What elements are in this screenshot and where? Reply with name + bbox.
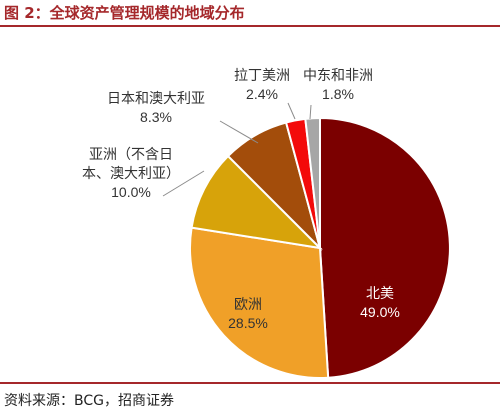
slice-category-label: 中东和非洲	[303, 67, 373, 83]
slice-category-label: 日本和澳大利亚	[107, 90, 205, 106]
pie-slice	[189, 226, 330, 379]
title-rule	[0, 25, 500, 27]
slice-category-label: 欧洲	[234, 296, 262, 312]
slice-value-label: 28.5%	[228, 315, 268, 331]
slice-value-label: 10.0%	[111, 184, 151, 200]
leader-line	[309, 104, 312, 120]
slice-label: 中东和非洲 1.8%	[303, 67, 373, 102]
slice-category-label: 拉丁美洲	[234, 67, 290, 83]
leader-line	[162, 170, 205, 197]
slice-value-label: 8.3%	[140, 109, 172, 125]
slice-value-label: 1.8%	[322, 86, 354, 102]
slice-label: 日本和澳大利亚 8.3%	[107, 90, 205, 125]
figure-title: 图 2：全球资产管理规模的地域分布	[4, 4, 245, 22]
leader-line	[287, 102, 296, 120]
slice-category-label: 亚洲（不含日	[89, 146, 173, 162]
leader-line	[219, 120, 259, 144]
pie-slice	[304, 116, 321, 249]
slice-label: 拉丁美洲 2.4%	[234, 67, 290, 102]
slice-label: 北美 49.0%	[360, 285, 400, 320]
slice-label: 亚洲（不含日本、澳大利亚） 10.0%	[82, 146, 180, 200]
source-note: 资料来源：BCG，招商证券	[4, 393, 174, 409]
slice-value-label: 49.0%	[360, 304, 400, 320]
pie-slice	[190, 154, 323, 250]
slice-value-label: 2.4%	[246, 86, 278, 102]
pie-slice	[319, 116, 451, 379]
slice-label: 欧洲 28.5%	[228, 296, 268, 331]
slice-category-label: 北美	[366, 285, 394, 301]
source-rule	[0, 382, 500, 384]
slice-category-label: 本、澳大利亚）	[82, 165, 180, 181]
